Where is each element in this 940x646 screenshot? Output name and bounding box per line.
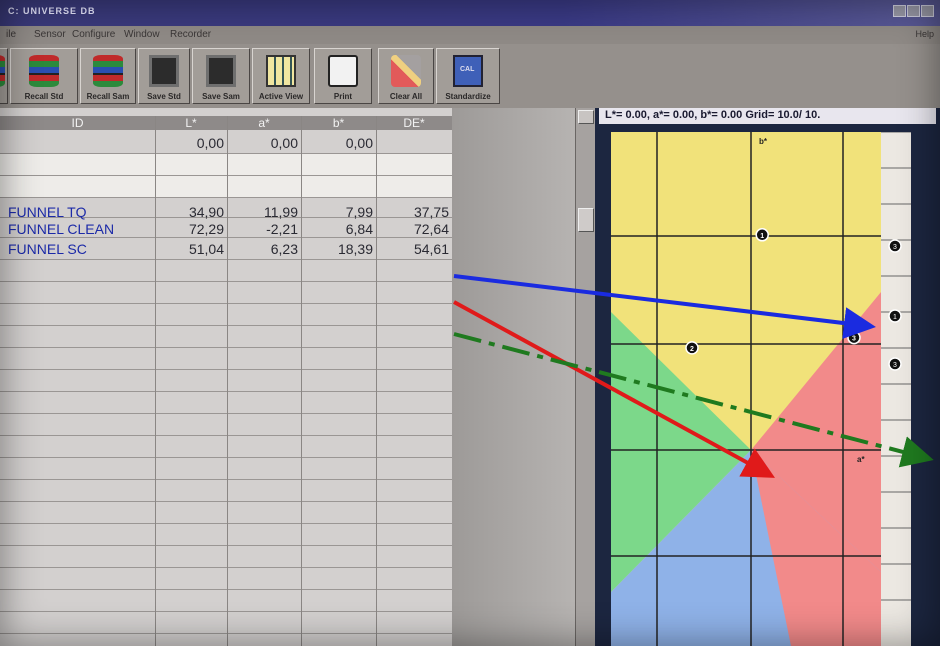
blue-arrow	[454, 276, 868, 326]
red-arrow	[454, 302, 768, 474]
green-dashed-arrow	[454, 334, 926, 458]
